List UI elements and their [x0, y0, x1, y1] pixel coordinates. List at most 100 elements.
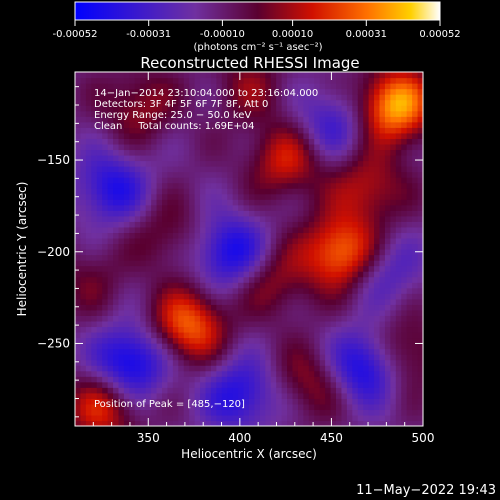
- heatmap-cell: [200, 381, 207, 388]
- heatmap-cell: [308, 77, 315, 84]
- heatmap-cell: [379, 188, 386, 195]
- heatmap-cell: [194, 204, 201, 211]
- heatmap-cell: [194, 414, 201, 422]
- heatmap-cell: [107, 409, 114, 416]
- heatmap-cell: [390, 77, 397, 84]
- heatmap-cell: [276, 387, 283, 394]
- heatmap-cell: [303, 287, 310, 294]
- heatmap-cell: [368, 99, 375, 106]
- heatmap-cell: [363, 403, 370, 411]
- heatmap-cell: [107, 331, 114, 339]
- heatmap-cell: [145, 348, 152, 355]
- heatmap-cell: [221, 132, 228, 139]
- heatmap-cell: [172, 320, 179, 328]
- heatmap-cell: [194, 171, 201, 178]
- heatmap-cell: [417, 204, 423, 211]
- heatmap-cell: [140, 254, 147, 261]
- heatmap-cell: [259, 315, 266, 322]
- heatmap-cell: [189, 249, 196, 256]
- y-tick-label: −200: [37, 245, 70, 259]
- heatmap-cell: [178, 88, 185, 95]
- heatmap-cell: [167, 72, 174, 79]
- heatmap-cell: [75, 232, 82, 239]
- heatmap-cell: [238, 138, 245, 145]
- heatmap-cell: [395, 276, 402, 283]
- heatmap-cell: [384, 249, 391, 256]
- heatmap-cell: [167, 326, 174, 333]
- heatmap-cell: [341, 72, 348, 79]
- heatmap-cell: [238, 237, 245, 245]
- heatmap-cell: [357, 105, 364, 112]
- heatmap-cell: [140, 343, 147, 350]
- heatmap-cell: [178, 171, 185, 178]
- heatmap-cell: [336, 381, 343, 388]
- heatmap-cell: [85, 182, 92, 189]
- heatmap-cell: [107, 188, 114, 195]
- heatmap-cell: [325, 381, 332, 388]
- heatmap-cell: [123, 276, 130, 283]
- heatmap-cell: [205, 149, 212, 156]
- heatmap-cell: [292, 326, 299, 333]
- heatmap-cell: [91, 348, 98, 355]
- heatmap-cell: [172, 414, 179, 422]
- heatmap-cell: [172, 166, 179, 173]
- heatmap-cell: [221, 403, 228, 411]
- heatmap-cell: [336, 215, 343, 222]
- heatmap-cell: [401, 376, 408, 383]
- heatmap-cell: [178, 143, 185, 151]
- heatmap-cell: [249, 105, 256, 112]
- heatmap-cell: [107, 232, 114, 239]
- heatmap-cell: [336, 138, 343, 145]
- heatmap-cell: [374, 282, 381, 289]
- heatmap-cell: [346, 365, 353, 372]
- heatmap-cell: [113, 237, 120, 245]
- heatmap-cell: [113, 265, 120, 272]
- heatmap-cell: [308, 83, 315, 90]
- heatmap-cell: [75, 304, 82, 311]
- heatmap-cell: [200, 276, 207, 283]
- heatmap-cell: [113, 188, 120, 195]
- heatmap-cell: [319, 221, 326, 228]
- heatmap-cell: [243, 387, 250, 394]
- heatmap-cell: [270, 254, 277, 261]
- heatmap-cell: [96, 276, 103, 283]
- heatmap-cell: [346, 271, 353, 278]
- heatmap-cell: [221, 210, 228, 217]
- heatmap-cell: [183, 381, 190, 388]
- heatmap-cell: [167, 88, 174, 95]
- heatmap-cell: [113, 94, 120, 101]
- heatmap-cell: [162, 94, 169, 101]
- heatmap-cell: [200, 359, 207, 366]
- heatmap-cell: [140, 171, 147, 178]
- heatmap-cell: [254, 359, 261, 366]
- heatmap-cell: [156, 359, 163, 366]
- heatmap-cell: [401, 88, 408, 95]
- heatmap-cell: [189, 166, 196, 173]
- heatmap-cell: [287, 232, 294, 239]
- heatmap-cell: [156, 188, 163, 195]
- heatmap-cell: [297, 77, 304, 84]
- heatmap-cell: [227, 72, 234, 79]
- heatmap-cell: [314, 116, 321, 123]
- heatmap-cell: [189, 154, 196, 162]
- heatmap-cell: [341, 143, 348, 151]
- heatmap-cell: [325, 171, 332, 178]
- heatmap-cell: [330, 420, 337, 426]
- heatmap-cell: [336, 88, 343, 95]
- heatmap-cell: [75, 387, 82, 394]
- heatmap-cell: [357, 320, 364, 328]
- heatmap-cell: [123, 182, 130, 189]
- heatmap-cell: [368, 88, 375, 95]
- heatmap-cell: [406, 309, 413, 316]
- heatmap-cell: [129, 287, 136, 294]
- heatmap-cell: [85, 376, 92, 383]
- heatmap-cell: [297, 265, 304, 272]
- heatmap-cell: [123, 72, 130, 79]
- heatmap-cell: [107, 387, 114, 394]
- heatmap-cell: [276, 226, 283, 234]
- heatmap-cell: [227, 337, 234, 344]
- heatmap-cell: [167, 287, 174, 294]
- heatmap-cell: [118, 370, 125, 377]
- heatmap-cell: [118, 359, 125, 366]
- heatmap-cell: [156, 166, 163, 173]
